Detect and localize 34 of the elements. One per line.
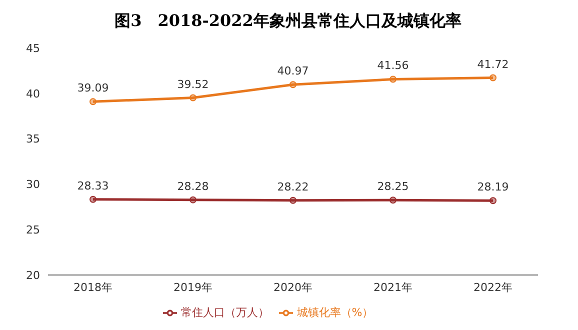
x-tick-label: 2018年 [74, 280, 112, 294]
data-label: 28.25 [377, 180, 409, 194]
chart-title: 图3 2018-2022年象州县常住人口及城镇化率 [114, 10, 462, 32]
y-tick-label: 30 [26, 178, 40, 192]
x-tick-label: 2020年 [274, 280, 312, 294]
y-tick-label: 35 [26, 132, 40, 146]
data-label: 28.22 [277, 180, 309, 194]
y-tick-label: 20 [26, 268, 40, 282]
point [90, 98, 96, 106]
data-label: 41.56 [377, 59, 409, 72]
point [90, 196, 96, 203]
legend-label: 城镇化率（%） [296, 306, 374, 319]
point [290, 196, 296, 204]
point [190, 196, 196, 204]
point [390, 76, 396, 83]
point [490, 74, 496, 82]
data-label: 28.19 [477, 180, 509, 194]
y-tick-label: 45 [26, 42, 40, 55]
point [390, 196, 396, 204]
point [490, 197, 496, 204]
data-label: 28.33 [77, 179, 109, 192]
data-label: 39.52 [177, 78, 209, 91]
x-tick-label: 2021年 [374, 280, 412, 294]
x-tick-label: 2019年 [174, 280, 212, 294]
legend-label: 常住人口（万人） [180, 306, 269, 319]
y-tick-label: 40 [26, 87, 40, 100]
data-label: 41.72 [477, 58, 509, 71]
data-label: 39.09 [77, 82, 109, 95]
data-label: 28.28 [177, 180, 209, 193]
data-label: 40.97 [277, 64, 309, 78]
x-tick-label: 2022年 [474, 280, 512, 294]
y-tick-label: 25 [26, 224, 40, 237]
point [190, 94, 196, 102]
point [290, 81, 296, 88]
